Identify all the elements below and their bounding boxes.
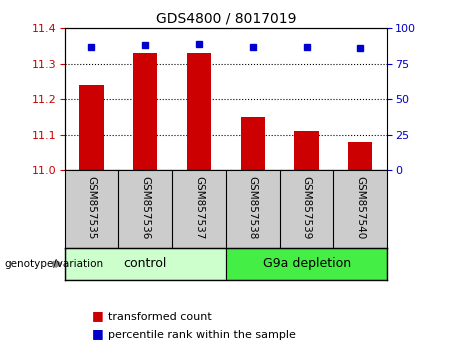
Text: G9a depletion: G9a depletion — [262, 257, 351, 270]
Text: genotype/variation: genotype/variation — [5, 259, 104, 269]
Text: control: control — [124, 257, 167, 270]
Text: GSM857537: GSM857537 — [194, 176, 204, 240]
Text: GSM857536: GSM857536 — [140, 176, 150, 240]
Text: transformed count: transformed count — [108, 312, 212, 322]
Title: GDS4800 / 8017019: GDS4800 / 8017019 — [156, 12, 296, 26]
Text: GSM857538: GSM857538 — [248, 176, 258, 240]
Bar — [226, 248, 387, 280]
Bar — [65, 248, 226, 280]
Text: GSM857540: GSM857540 — [355, 176, 366, 239]
Bar — [241, 117, 265, 170]
Text: percentile rank within the sample: percentile rank within the sample — [108, 330, 296, 340]
Bar — [79, 85, 104, 170]
Bar — [348, 142, 372, 170]
Text: ■: ■ — [92, 327, 104, 340]
Text: GSM857535: GSM857535 — [86, 176, 96, 240]
Bar — [133, 53, 157, 170]
Bar — [187, 53, 211, 170]
Text: GSM857539: GSM857539 — [301, 176, 312, 240]
Bar — [295, 131, 319, 170]
Text: ■: ■ — [92, 309, 104, 322]
